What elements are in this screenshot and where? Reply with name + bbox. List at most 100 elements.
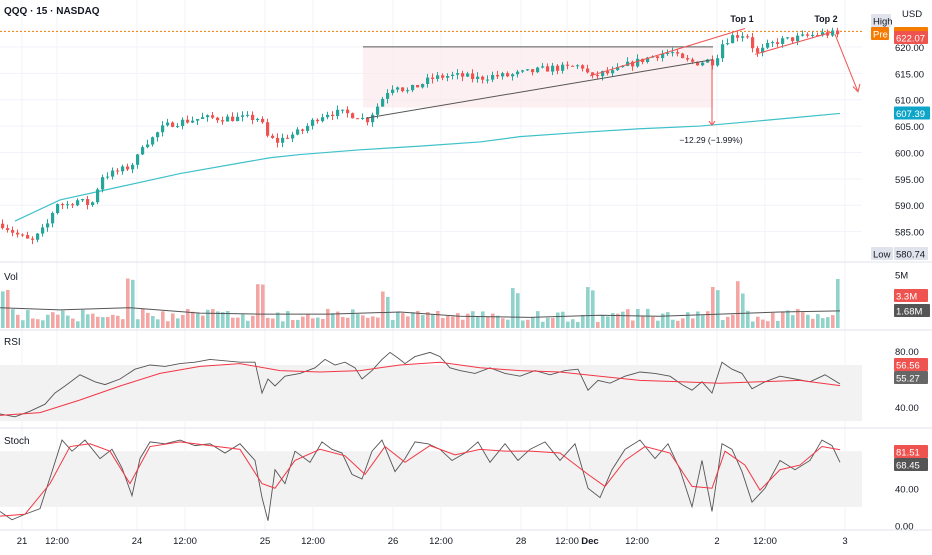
volume-bar — [6, 289, 10, 328]
candle-body — [36, 233, 40, 240]
volume-bar — [481, 311, 485, 328]
candle-body — [476, 76, 480, 80]
volume-bar — [571, 319, 575, 328]
volume-bar — [301, 316, 305, 328]
volume-bar — [486, 316, 490, 328]
candle-body — [726, 43, 730, 45]
candle-body — [191, 120, 195, 123]
candle-body — [466, 73, 470, 77]
volume-bar — [296, 319, 300, 328]
candle-body — [536, 67, 540, 73]
volume-bar — [116, 315, 120, 328]
volume-bar — [251, 315, 255, 328]
candle-body — [501, 73, 505, 77]
stoch-d-badge — [894, 458, 928, 471]
candle-body — [226, 116, 230, 122]
candle-body — [426, 77, 430, 84]
rsi-signal-value: 55.27 — [896, 374, 920, 385]
volume-bar — [436, 311, 440, 328]
volume-bar — [241, 314, 245, 328]
volume-bar — [141, 308, 145, 328]
candle-body — [691, 59, 695, 62]
volume-bar — [426, 311, 430, 328]
candle-body — [26, 235, 30, 239]
volume-bar — [636, 309, 640, 328]
candle-body — [506, 73, 510, 77]
volume-pane: Vol — [0, 272, 841, 328]
candle-body — [131, 164, 135, 170]
low-badge — [871, 247, 893, 260]
candle-body — [696, 61, 700, 66]
volume-bar — [831, 315, 835, 328]
candle-body — [806, 34, 810, 36]
candle-body — [136, 154, 140, 165]
time-tick-label: 3 — [842, 536, 847, 547]
volume-bar — [166, 321, 170, 328]
volume-bar — [416, 310, 420, 328]
stoch-d-value: 68.45 — [896, 461, 920, 472]
stoch-title: Stoch — [4, 436, 30, 447]
candle-body — [241, 115, 245, 117]
volume-bar — [681, 318, 685, 328]
candle-body — [311, 119, 315, 126]
rsi-pane: RSI — [0, 337, 862, 421]
volume-bar — [616, 313, 620, 328]
candle-body — [666, 52, 670, 55]
candle-body — [331, 114, 335, 117]
candle-body — [146, 144, 150, 148]
candle-body — [51, 213, 55, 224]
volume-bar — [541, 321, 545, 328]
volume-bar — [781, 311, 785, 328]
candle-body — [776, 42, 780, 44]
candle-body — [641, 58, 645, 63]
candle-body — [671, 52, 675, 54]
candle-body — [836, 30, 840, 35]
candle-body — [446, 75, 450, 78]
candle-body — [791, 37, 795, 42]
candle-body — [116, 170, 120, 172]
volume-bar — [701, 315, 705, 328]
measure-label: −12.29 (−1.99%) — [679, 135, 742, 145]
volume-bar — [216, 311, 220, 328]
volume-bar — [611, 313, 615, 328]
rsi-line — [0, 351, 841, 418]
volume-bar — [646, 308, 650, 328]
volume-bar — [101, 317, 105, 328]
candle-body — [46, 223, 50, 228]
vol-tick-5m: 5M — [895, 271, 908, 282]
candle-body — [481, 76, 485, 80]
rsi-signal-badge — [894, 371, 928, 384]
candle-body — [161, 125, 165, 133]
time-tick-label: 21 — [17, 536, 28, 547]
low-price-value: 580.74 — [896, 250, 925, 261]
volume-bar — [46, 314, 50, 328]
candle-body — [686, 58, 690, 60]
volume-bar — [196, 313, 200, 328]
high-label: High — [873, 17, 893, 28]
volume-bar — [361, 315, 365, 328]
volume-bar — [221, 312, 225, 328]
candle-body — [261, 118, 265, 123]
time-tick-label: 12:00 — [45, 536, 69, 547]
volume-bar — [461, 319, 465, 328]
last-price-value: 622.07 — [896, 34, 925, 45]
candle-body — [586, 68, 590, 73]
candle-body — [456, 73, 460, 75]
ma-price-value: 607.39 — [896, 109, 925, 120]
candle-body — [186, 119, 190, 123]
candle-body — [196, 118, 200, 121]
candle-body — [411, 84, 415, 91]
vol-current-badge — [894, 289, 928, 302]
volume-bar — [236, 317, 240, 328]
candle-body — [71, 204, 75, 206]
candle-body — [811, 35, 815, 37]
time-tick-label: 26 — [388, 536, 399, 547]
candle-body — [101, 177, 105, 190]
time-tick-label: 12:00 — [173, 536, 197, 547]
candle-body — [416, 84, 420, 88]
price-tick-label: 590.00 — [895, 201, 924, 212]
volume-bar — [366, 317, 370, 328]
candle-body — [141, 147, 145, 155]
candle-body — [41, 227, 45, 234]
